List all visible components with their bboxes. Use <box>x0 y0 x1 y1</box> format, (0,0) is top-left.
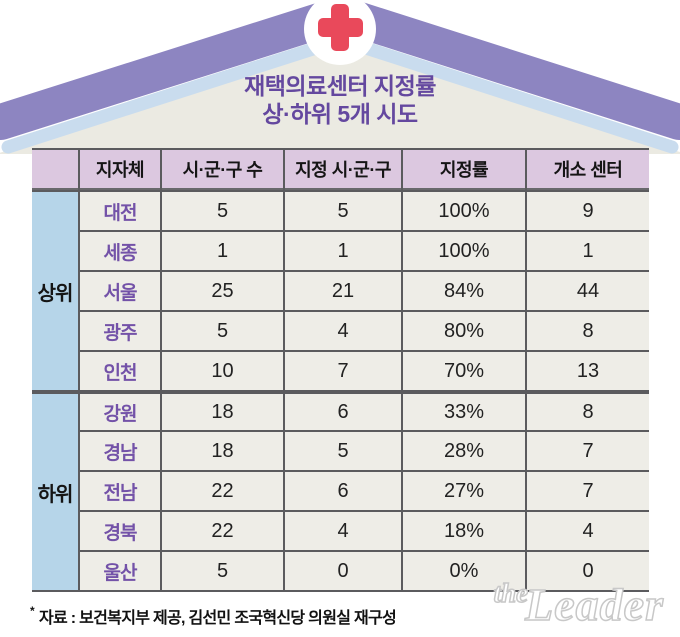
designated-count: 5 <box>285 432 401 470</box>
designation-rate-table: 지자체 시·군·구 수 지정 시·군·구 지정률 개소 센터 상위 대전 5 5… <box>32 148 649 592</box>
designation-rate: 84% <box>403 272 525 310</box>
designated-count: 7 <box>285 352 401 390</box>
center-count: 9 <box>527 192 649 230</box>
cross-vertical-bar <box>331 4 349 51</box>
designation-rate: 0% <box>403 552 525 590</box>
header-cell-designated-count: 지정 시·군·구 <box>285 150 401 190</box>
designated-count: 6 <box>285 392 401 430</box>
group-label-top: 상위 <box>32 192 78 390</box>
watermark-leader: Leader <box>524 578 664 631</box>
region-name: 서울 <box>80 272 160 310</box>
source-text: 자료 : 보건복지부 제공, 김선민 조국혁신당 의원실 재구성 <box>38 610 397 627</box>
district-count: 22 <box>162 472 283 510</box>
designation-rate: 100% <box>403 232 525 270</box>
region-name: 강원 <box>80 392 160 430</box>
designation-rate: 33% <box>403 392 525 430</box>
center-count: 13 <box>527 352 649 390</box>
designated-count: 4 <box>285 312 401 350</box>
designated-count: 1 <box>285 232 401 270</box>
the-leader-watermark: theLeader <box>493 577 664 631</box>
designated-count: 0 <box>285 552 401 590</box>
district-count: 5 <box>162 312 283 350</box>
designated-count: 5 <box>285 192 401 230</box>
district-count: 25 <box>162 272 283 310</box>
district-count: 10 <box>162 352 283 390</box>
header-cell-region: 지자체 <box>80 150 160 190</box>
group-label-bottom: 하위 <box>32 392 78 590</box>
medical-cross-icon <box>304 0 376 65</box>
region-name: 세종 <box>80 232 160 270</box>
center-count: 44 <box>527 272 649 310</box>
header-cell-centers: 개소 센터 <box>527 150 649 190</box>
chart-title-line2: 상·하위 5개 시도 <box>262 101 418 127</box>
center-count: 7 <box>527 432 649 470</box>
designated-count: 6 <box>285 472 401 510</box>
designated-count: 21 <box>285 272 401 310</box>
district-count: 22 <box>162 512 283 550</box>
center-count: 0 <box>527 552 649 590</box>
center-count: 1 <box>527 232 649 270</box>
region-name: 울산 <box>80 552 160 590</box>
designation-rate: 27% <box>403 472 525 510</box>
chart-title-line1: 재택의료센터 지정률 <box>244 73 436 99</box>
header-cell-group <box>32 150 78 190</box>
designation-rate: 18% <box>403 512 525 550</box>
center-count: 7 <box>527 472 649 510</box>
region-name: 경북 <box>80 512 160 550</box>
region-name: 전남 <box>80 472 160 510</box>
center-count: 8 <box>527 312 649 350</box>
designation-rate: 28% <box>403 432 525 470</box>
center-count: 8 <box>527 392 649 430</box>
designation-rate: 100% <box>403 192 525 230</box>
district-count: 18 <box>162 432 283 470</box>
designated-count: 4 <box>285 512 401 550</box>
header-cell-rate: 지정률 <box>403 150 525 190</box>
district-count: 5 <box>162 552 283 590</box>
header-cell-district-count: 시·군·구 수 <box>162 150 283 190</box>
source-note: * 자료 : 보건복지부 제공, 김선민 조국혁신당 의원실 재구성 <box>30 604 397 628</box>
designation-rate: 80% <box>403 312 525 350</box>
watermark-the: the <box>493 577 529 609</box>
region-name: 대전 <box>80 192 160 230</box>
source-asterisk: * <box>30 604 35 618</box>
region-name: 광주 <box>80 312 160 350</box>
region-name: 인천 <box>80 352 160 390</box>
region-name: 경남 <box>80 432 160 470</box>
designation-rate: 70% <box>403 352 525 390</box>
chart-title: 재택의료센터 지정률 상·하위 5개 시도 <box>0 72 680 128</box>
center-count: 4 <box>527 512 649 550</box>
district-count: 18 <box>162 392 283 430</box>
gable-background <box>0 42 680 154</box>
district-count: 1 <box>162 232 283 270</box>
district-count: 5 <box>162 192 283 230</box>
